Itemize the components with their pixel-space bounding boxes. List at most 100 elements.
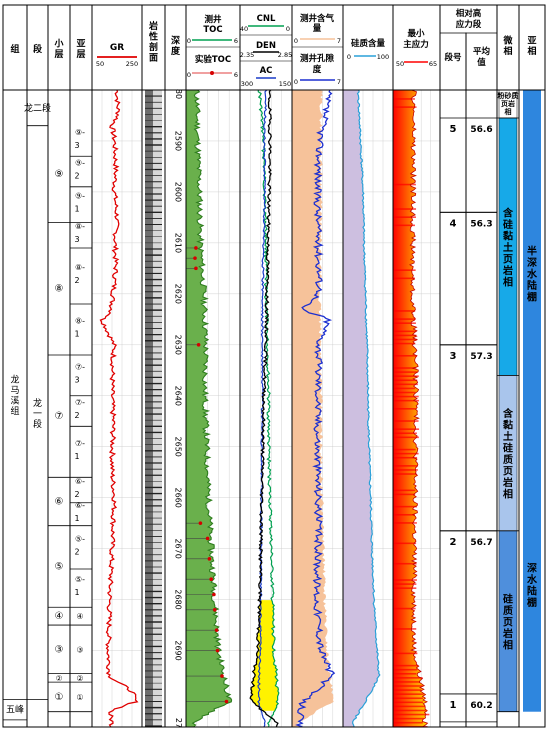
ac-min: 300 bbox=[241, 80, 253, 88]
stress-high-band bbox=[393, 342, 416, 345]
sublayer-label: ⑨- bbox=[75, 159, 85, 168]
header-toc-log: 测井 bbox=[204, 14, 222, 25]
header-stress-b: 主应力 bbox=[403, 39, 429, 50]
stress-high-band bbox=[393, 513, 415, 516]
gr-scale-min: 50 bbox=[96, 60, 104, 68]
segment-average: 56.6 bbox=[470, 125, 492, 135]
rel-header-cover bbox=[441, 5, 496, 33]
header-gr: GR bbox=[110, 43, 124, 53]
depth-tick-label: 2590 bbox=[174, 131, 183, 151]
gas-fill bbox=[292, 90, 334, 727]
porosity-curve bbox=[295, 89, 336, 728]
stress-high-band bbox=[393, 338, 417, 341]
label-char: 相 bbox=[503, 275, 513, 288]
layer-label: ② bbox=[56, 674, 63, 683]
label-char: 水 bbox=[526, 573, 538, 586]
sublayer-label-b: 2 bbox=[74, 490, 79, 499]
sublayer-label-b: 2 bbox=[74, 276, 79, 285]
label-char: 亚 bbox=[527, 36, 536, 47]
label-char: 层 bbox=[76, 49, 85, 60]
cnl-min: 40 bbox=[240, 25, 248, 33]
label-char: 水 bbox=[526, 268, 538, 281]
stress-curve bbox=[408, 89, 429, 728]
header-toc-lab: 实验TOC bbox=[195, 54, 231, 65]
member-label: 龙一段 bbox=[33, 397, 42, 430]
depth-tick-label: 2600 bbox=[174, 182, 183, 202]
label-char: 相 bbox=[527, 45, 536, 57]
stress-high-band bbox=[393, 697, 423, 700]
toc-lab-point bbox=[215, 648, 220, 653]
header-si: 硅质含量 bbox=[351, 38, 386, 49]
segment-number: 1 bbox=[450, 700, 457, 711]
label-char: 棚 bbox=[527, 291, 537, 304]
label-char: 相 bbox=[503, 45, 512, 57]
stress-high-band bbox=[393, 489, 416, 492]
stress-high-band bbox=[393, 677, 423, 679]
layer-label: ⑧ bbox=[55, 284, 64, 295]
label-char: 深 bbox=[171, 35, 180, 47]
label-char: 质 bbox=[503, 604, 513, 617]
depth-tick-label: 2630 bbox=[174, 335, 183, 355]
sublayer-label-b: 2 bbox=[74, 411, 79, 420]
label-char: 马 bbox=[10, 385, 19, 396]
subfacies-bar bbox=[523, 90, 541, 712]
sublayer-label: ⑧- bbox=[75, 222, 85, 231]
label-char: 面 bbox=[149, 53, 158, 64]
toc-lab-point bbox=[196, 343, 201, 347]
stress-high-band bbox=[393, 448, 416, 451]
label-char: 深 bbox=[527, 256, 537, 269]
header-duan: 段 bbox=[33, 43, 43, 55]
stress-high-band bbox=[393, 98, 415, 100]
label-char: 深 bbox=[527, 561, 537, 574]
toc-log-max: 6 bbox=[234, 37, 238, 45]
stress-high-band bbox=[393, 579, 417, 581]
stress-high-band bbox=[393, 310, 416, 312]
stress-high-band bbox=[393, 420, 419, 422]
stress-high-band bbox=[393, 330, 416, 333]
si-curve bbox=[351, 89, 381, 727]
toc-lab-point bbox=[213, 607, 217, 612]
stress-high-band bbox=[393, 354, 417, 357]
stress-high-band bbox=[393, 681, 420, 683]
stress-high-band bbox=[393, 106, 417, 108]
label-char: 土 bbox=[503, 430, 513, 443]
header-cnl: CNL bbox=[257, 14, 276, 24]
depth-tick-label: 2680 bbox=[174, 589, 183, 609]
stress-high-band bbox=[393, 399, 419, 402]
sublayer-label-b: 3 bbox=[74, 375, 79, 384]
label-char: 质 bbox=[503, 453, 513, 466]
label-char: 陆 bbox=[527, 279, 537, 292]
stress-high-band bbox=[393, 428, 420, 430]
stress-high-band bbox=[393, 664, 418, 667]
stress-high-band bbox=[393, 183, 416, 186]
depth-tick-label: 2670 bbox=[174, 538, 183, 558]
por-min: 0 bbox=[294, 78, 298, 86]
toc-lab-point bbox=[209, 577, 213, 582]
sublayer-label: ⑦- bbox=[75, 439, 85, 448]
stress-high-band bbox=[393, 709, 426, 712]
stress-high-band bbox=[393, 452, 419, 455]
toc-fill bbox=[186, 90, 232, 727]
microfacies-label: 页岩 bbox=[501, 99, 515, 108]
gas-min: 0 bbox=[294, 37, 298, 45]
stress-high-band bbox=[393, 224, 415, 227]
label-char: 硅 bbox=[503, 593, 513, 606]
depth-tick-label: 2620 bbox=[174, 284, 183, 304]
sublayer-label: ⑧- bbox=[75, 317, 85, 326]
toc-lab-point bbox=[224, 699, 229, 704]
header-micro: 微相 bbox=[502, 35, 513, 58]
depth-tick-label: 2650 bbox=[174, 437, 183, 457]
depth-tick-label: 2640 bbox=[174, 386, 183, 406]
segment-number: 2 bbox=[450, 537, 457, 548]
stress-high-band bbox=[393, 689, 422, 691]
label-char: 黏 bbox=[503, 419, 513, 432]
stress-high-band bbox=[393, 395, 419, 398]
stress-high-band bbox=[393, 505, 417, 508]
label-char: 硅 bbox=[503, 218, 513, 231]
depth-bottom-label: 27 bbox=[174, 718, 183, 728]
label-char: 含 bbox=[503, 407, 514, 420]
